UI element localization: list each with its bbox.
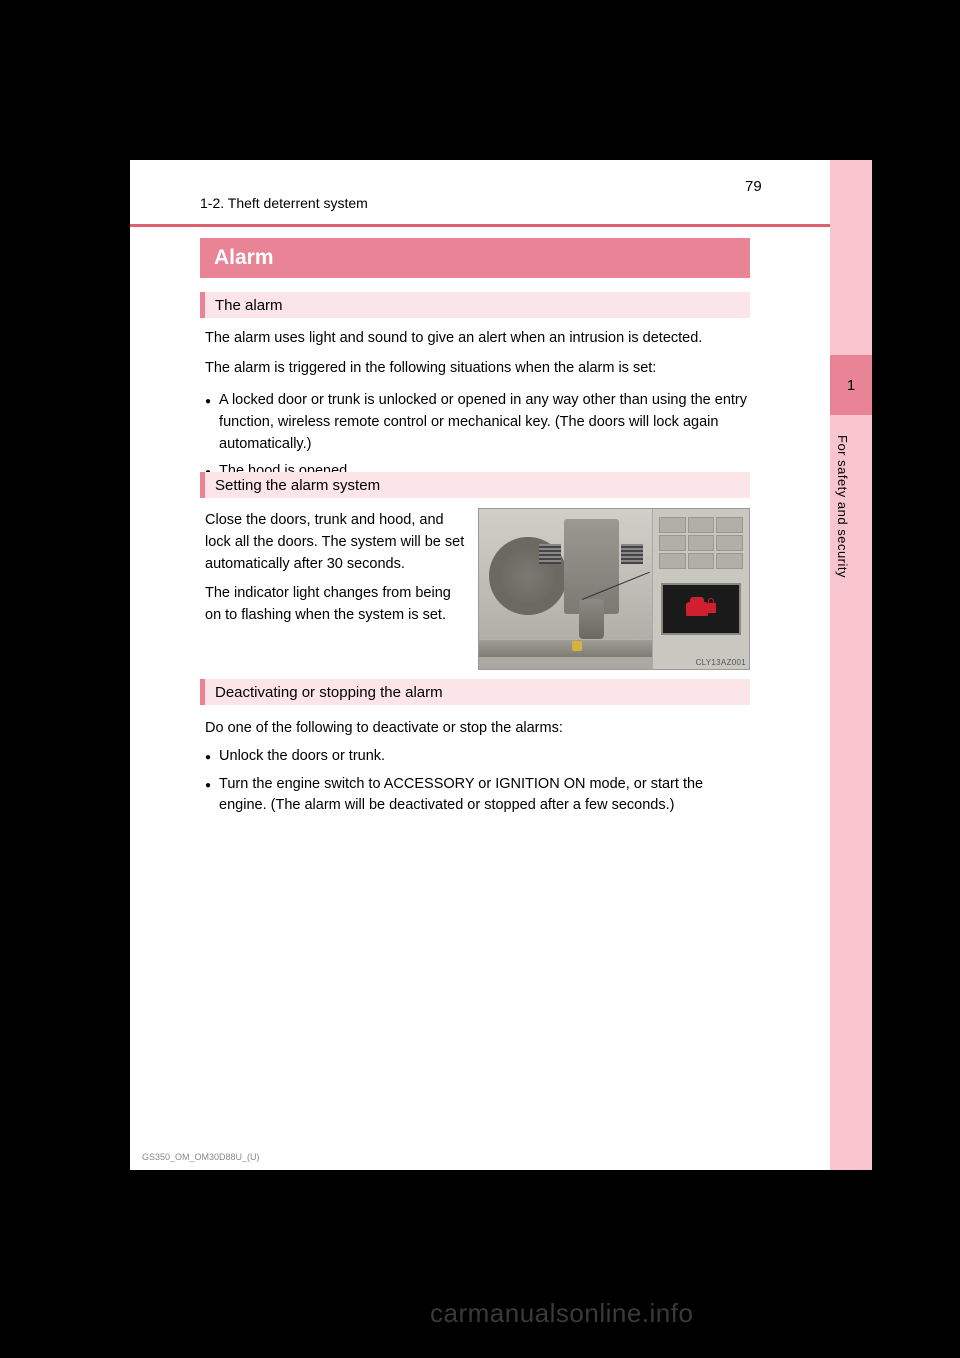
lock-icon — [706, 603, 716, 613]
body-bullets: ● A locked door or trunk is unlocked or … — [205, 390, 750, 483]
deact-block: Do one of the following to deactivate or… — [205, 718, 750, 817]
security-indicator-icon — [686, 599, 716, 619]
tab-label: For safety and security — [835, 435, 850, 578]
subhead-label: Setting the alarm system — [215, 477, 380, 494]
chapter-number-tab: 1 — [830, 355, 872, 415]
section-path: 1-2. Theft deterrent system — [200, 195, 368, 211]
vent-icon — [621, 544, 643, 564]
setting-line: Close the doors, trunk and hood, and loc… — [205, 510, 465, 575]
header-rule — [130, 224, 830, 227]
car-icon — [686, 602, 708, 616]
bullet-icon: ● — [205, 778, 211, 818]
indicator-button-icon — [572, 641, 582, 651]
vent-icon — [539, 544, 561, 564]
bullet-text: A locked door or trunk is unlocked or op… — [219, 390, 750, 455]
chapter-number: 1 — [847, 377, 855, 394]
subhead-setting: Setting the alarm system — [200, 472, 750, 498]
subhead-label: Deactivating or stopping the alarm — [215, 684, 443, 701]
console-icon — [479, 639, 654, 657]
watermark: carmanualsonline.info — [430, 1298, 693, 1329]
body-line: The alarm uses light and sound to give a… — [205, 328, 750, 350]
bullet-text: Turn the engine switch to ACCESSORY or I… — [219, 774, 750, 818]
callout-panel — [652, 509, 749, 670]
page-number: 79 — [745, 178, 762, 195]
page-title-bar: Alarm — [200, 238, 750, 278]
page-title: Alarm — [214, 246, 274, 270]
document-code: GS350_OM_OM30D88U_(U) — [142, 1152, 260, 1162]
button-grid-icon — [659, 517, 743, 569]
figure-code: CLY13AZ001 — [696, 658, 746, 667]
setting-line: The indicator light changes from being o… — [205, 583, 465, 627]
side-tab: 1 For safety and security — [830, 160, 872, 1170]
indicator-display — [661, 583, 741, 635]
bullet-text: Unlock the doors or trunk. — [219, 746, 385, 768]
shifter-icon — [579, 599, 604, 639]
body-paragraph: The alarm uses light and sound to give a… — [205, 328, 750, 380]
setting-text: Close the doors, trunk and hood, and loc… — [205, 510, 465, 627]
bullet-icon: ● — [205, 750, 211, 768]
subhead-the-alarm: The alarm — [200, 292, 750, 318]
deact-intro: Do one of the following to deactivate or… — [205, 718, 750, 740]
dashboard-figure: CLY13AZ001 — [478, 508, 750, 670]
subhead-label: The alarm — [215, 297, 283, 314]
body-line: The alarm is triggered in the following … — [205, 358, 750, 380]
subhead-deactivating: Deactivating or stopping the alarm — [200, 679, 750, 705]
bullet-icon: ● — [205, 394, 211, 455]
